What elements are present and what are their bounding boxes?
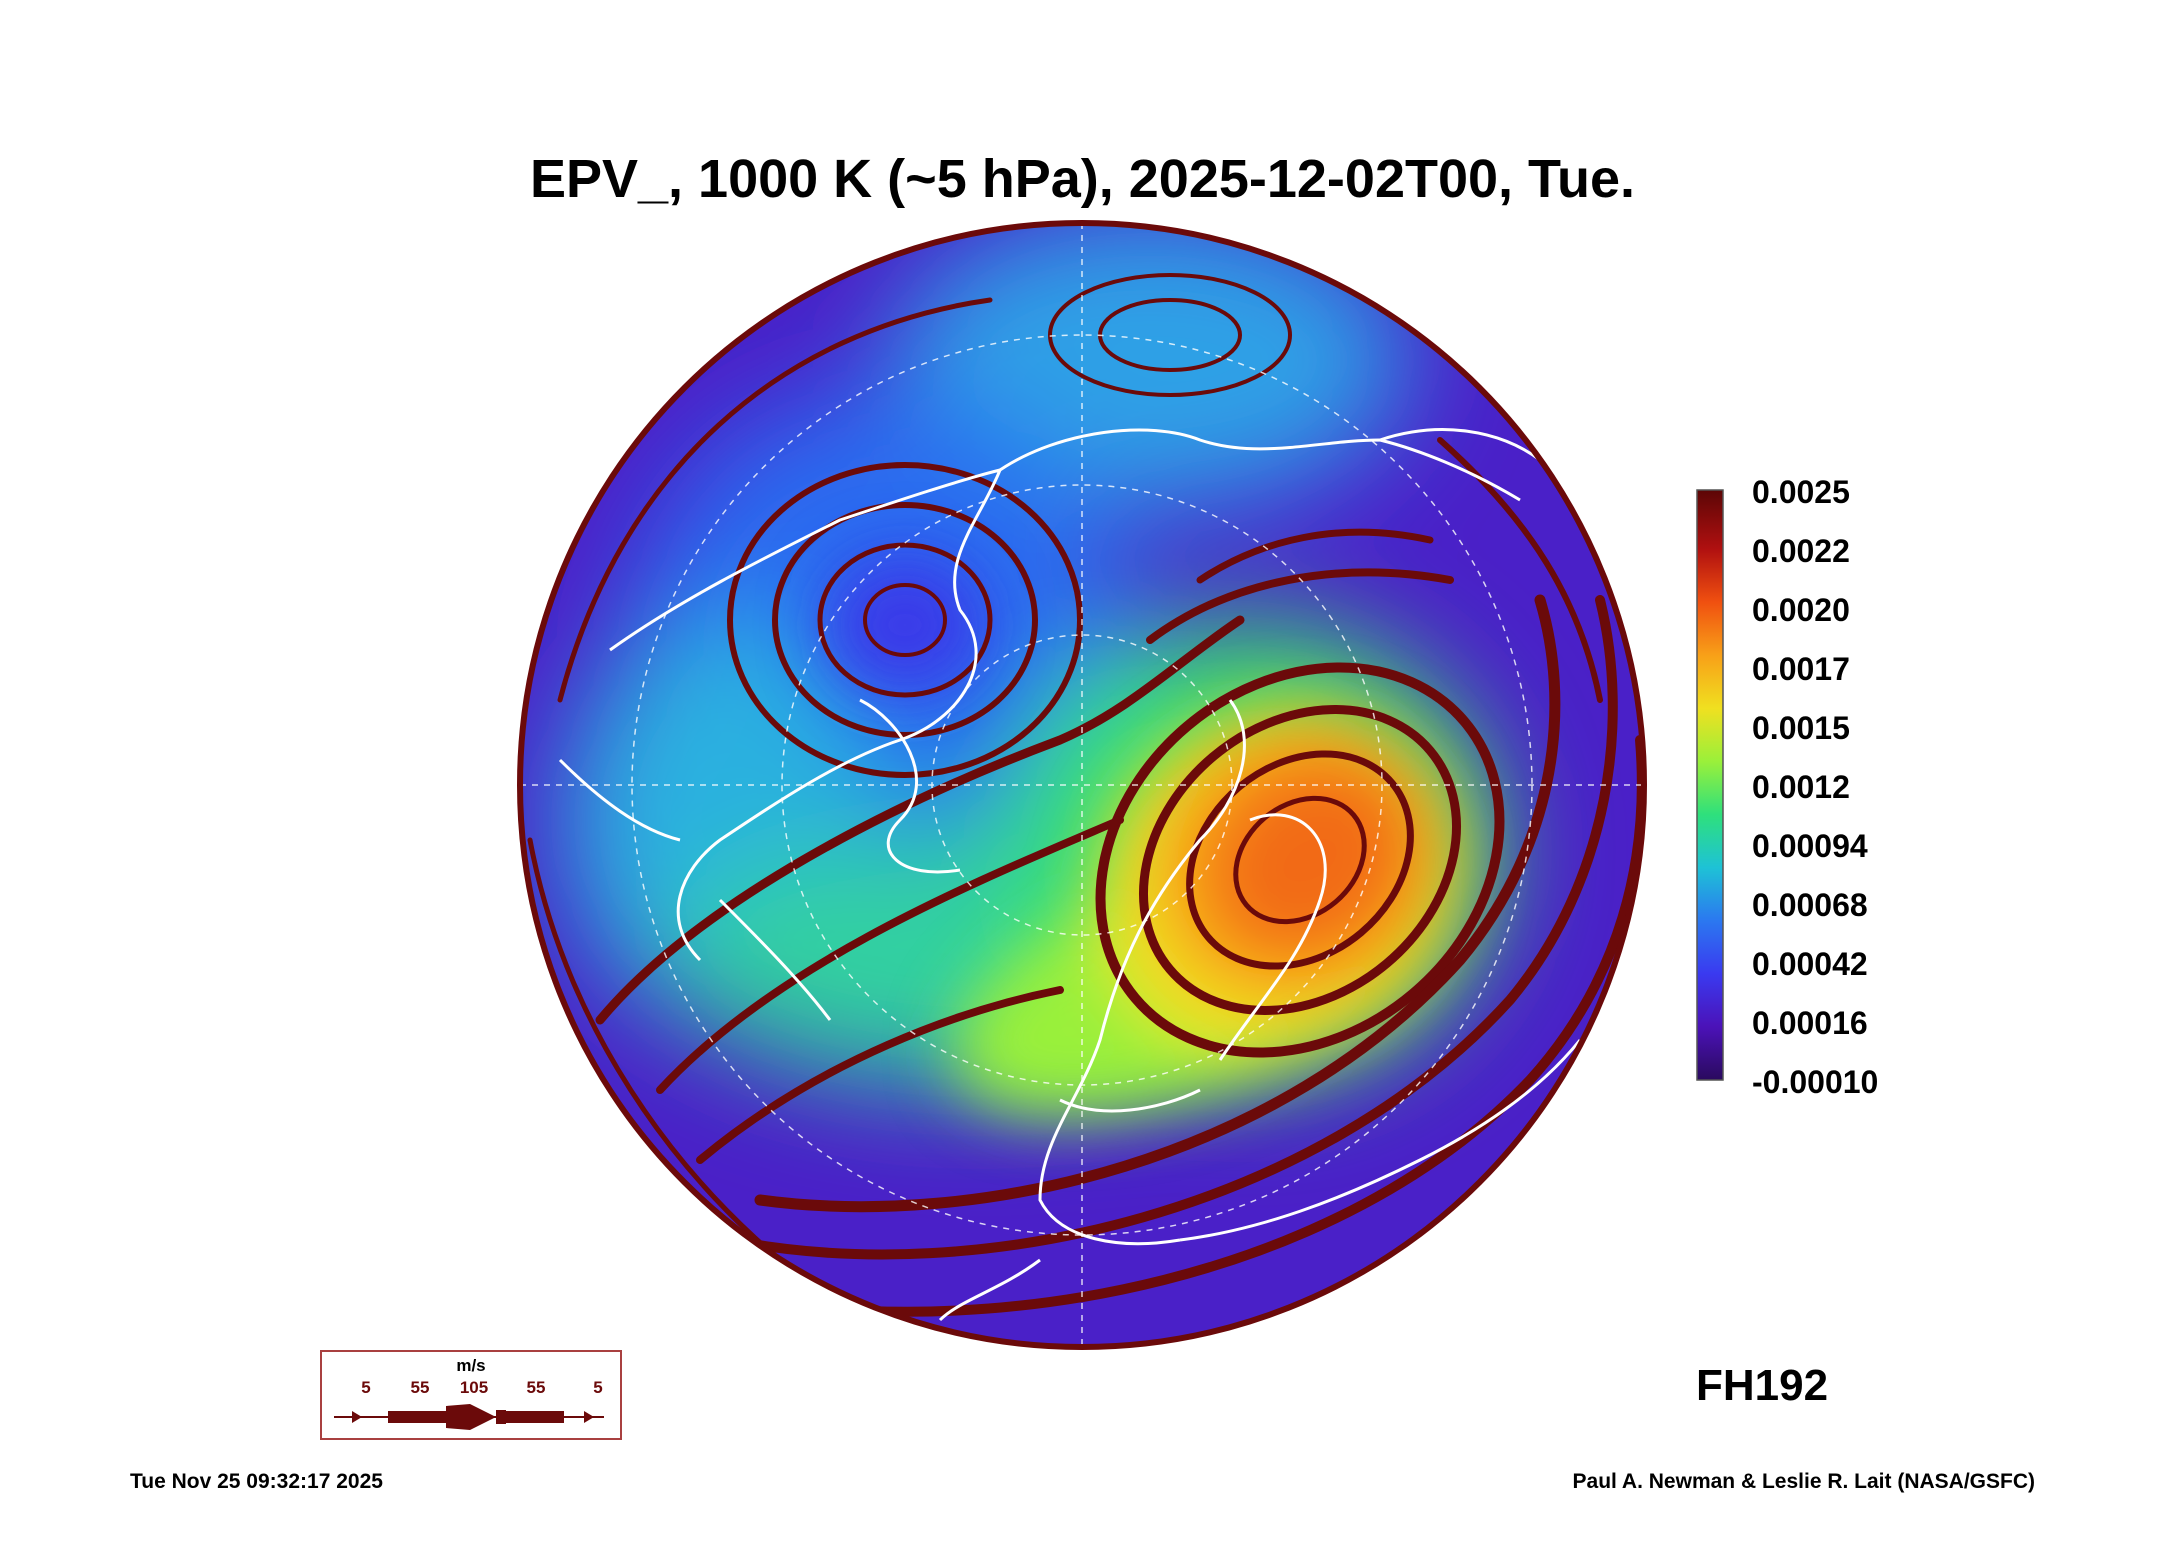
wind-speed-label: 55 [410, 1378, 430, 1397]
colorbar-label: 0.00068 [1752, 887, 1868, 923]
wind-unit-label: m/s [456, 1356, 486, 1375]
generation-timestamp: Tue Nov 25 09:32:17 2025 [130, 1470, 383, 1493]
colorbar-label: 0.0022 [1752, 533, 1850, 569]
wind-legend-graphic [334, 1404, 604, 1430]
colorbar-label: 0.00016 [1752, 1005, 1868, 1041]
map-title: EPV_, 1000 K (~5 hPa), 2025-12-02T00, Tu… [529, 149, 1636, 209]
colorbar-label: 0.00042 [1752, 946, 1868, 982]
colorbar-label: 0.0020 [1752, 592, 1850, 628]
wind-speed-label: 55 [526, 1378, 546, 1397]
colorbar-label: -0.00010 [1752, 1064, 1879, 1100]
colorbar-label: 0.0015 [1752, 710, 1850, 746]
wind-streamlines [527, 273, 1644, 1317]
wind-speed-label: 105 [459, 1378, 489, 1397]
colorbar [1696, 489, 1724, 1081]
coastlines [558, 428, 1582, 1322]
globe-rim [517, 220, 1647, 1350]
colorbar-label: 0.0017 [1752, 651, 1850, 687]
epv-field [520, 223, 1644, 1347]
wind-speed-label: 5 [361, 1378, 371, 1397]
colorbar-label: 0.0012 [1752, 769, 1850, 805]
colorbar-label: 0.0025 [1752, 474, 1850, 510]
forecast-hour-label: FH192 [1696, 1361, 1829, 1410]
credit-line: Paul A. Newman & Leslie R. Lait (NASA/GS… [1572, 1470, 2035, 1493]
wind-speed-legend: m/s 5 55 105 55 5 [320, 1350, 622, 1440]
wind-speed-label: 5 [593, 1378, 603, 1397]
colorbar-label: 0.00094 [1752, 828, 1868, 864]
